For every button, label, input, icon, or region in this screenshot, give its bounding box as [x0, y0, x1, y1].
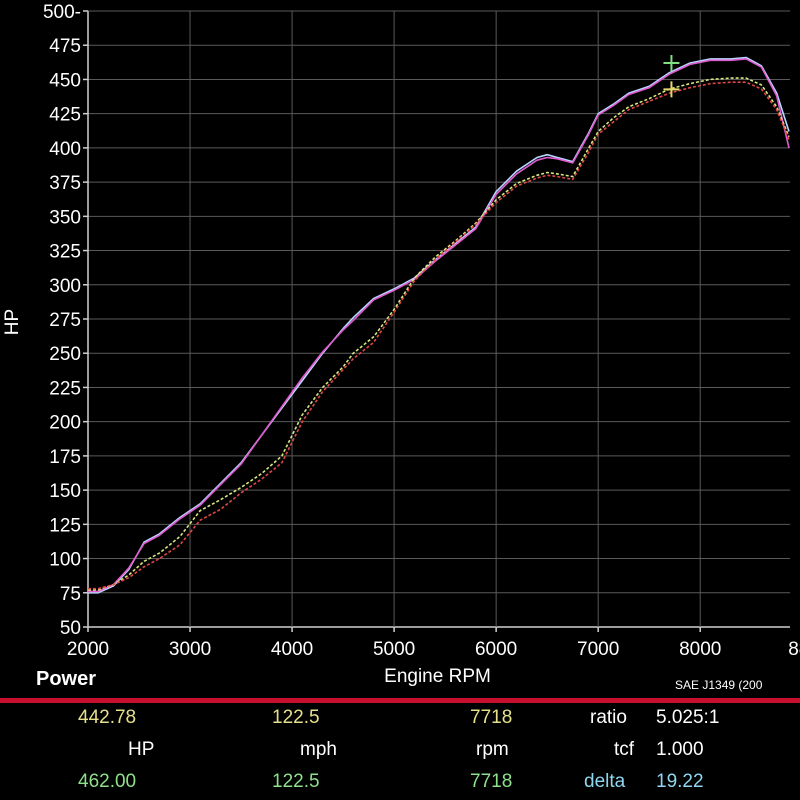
- series-line-2: [88, 58, 790, 593]
- delta-value: 19.22: [656, 771, 704, 792]
- y-tick-label: 425: [49, 105, 81, 126]
- x-tick-label: 8000: [679, 639, 721, 660]
- x-tick-label: 4000: [271, 639, 313, 660]
- y-tick-label: 400: [49, 139, 81, 160]
- y-tick-label: 250: [49, 344, 81, 365]
- series-line-4: [88, 81, 790, 590]
- x-axis-label: Engine RPM: [384, 666, 491, 687]
- y-tick-label: 450: [49, 70, 81, 91]
- rpm-value-2: 7718: [470, 771, 513, 792]
- x-tick-label: 888: [788, 639, 800, 660]
- series-line-1: [88, 56, 790, 594]
- y-tick-label: 475: [49, 36, 81, 57]
- rpm-unit-label: rpm: [476, 739, 509, 760]
- x-tick-label: 2000: [67, 639, 109, 660]
- x-tick-label: 6000: [475, 639, 517, 660]
- ratio-label: ratio: [590, 707, 627, 728]
- x-tick-label: 5000: [373, 639, 415, 660]
- y-tick-label: 100: [49, 550, 81, 571]
- ratio-value: 5.025:1: [656, 707, 720, 728]
- cursor-marker-2: [663, 81, 680, 98]
- y-tick-label: 175: [49, 447, 81, 468]
- rpm-value-1: 7718: [470, 707, 513, 728]
- y-axis-ticks: 50 75 100 125 150 175 200 225 250 275 300 325 350 375…: [43, 2, 81, 639]
- tcf-value: 1.000: [656, 739, 704, 760]
- x-tick-label: 7000: [577, 639, 619, 660]
- mph-unit-label: mph: [300, 739, 337, 760]
- y-axis-label: HP: [2, 309, 23, 335]
- speed-value-1: 122.5: [272, 707, 320, 728]
- readout-panel: 442.78 122.5 7718 ratio 5.025:1 HP mph r…: [0, 695, 800, 800]
- cursor-markers: [663, 55, 680, 98]
- sae-standard-label: SAE J1349 (200: [675, 678, 763, 692]
- dyno-chart: 50 75 100 125 150 175 200 225 250 275 300 325 350 375…: [2, 2, 800, 660]
- y-tick-label: 300: [49, 276, 81, 297]
- y-tick-label: 350: [49, 207, 81, 228]
- y-tick-label: 325: [49, 242, 81, 263]
- x-tick-label: 3000: [169, 639, 211, 660]
- series-line-3: [88, 77, 790, 591]
- y-tick-label: 500-: [43, 2, 81, 23]
- x-axis-ticks: 2000 3000 4000 5000 6000 7000 8000 888: [67, 639, 800, 660]
- power-label: Power: [36, 668, 97, 690]
- y-tick-label: 275: [49, 310, 81, 331]
- hp-unit-label: HP: [128, 739, 155, 760]
- grid-lines: [83, 10, 790, 632]
- delta-label: delta: [584, 771, 626, 792]
- tcf-label: tcf: [614, 739, 635, 760]
- y-tick-label: 225: [49, 378, 81, 399]
- observed-hp-value: 442.78: [78, 707, 137, 728]
- speed-value-2: 122.5: [272, 771, 320, 792]
- y-tick-label: 375: [49, 173, 81, 194]
- y-tick-label: 50: [60, 618, 81, 639]
- y-tick-label: 75: [60, 584, 81, 605]
- y-tick-label: 200: [49, 413, 81, 434]
- cursor-marker-1: [663, 55, 680, 72]
- y-tick-label: 125: [49, 515, 81, 536]
- corrected-hp-value: 462.00: [78, 771, 137, 792]
- y-tick-label: 150: [49, 481, 81, 502]
- footer-divider: [0, 698, 800, 703]
- series-lines: [88, 56, 790, 594]
